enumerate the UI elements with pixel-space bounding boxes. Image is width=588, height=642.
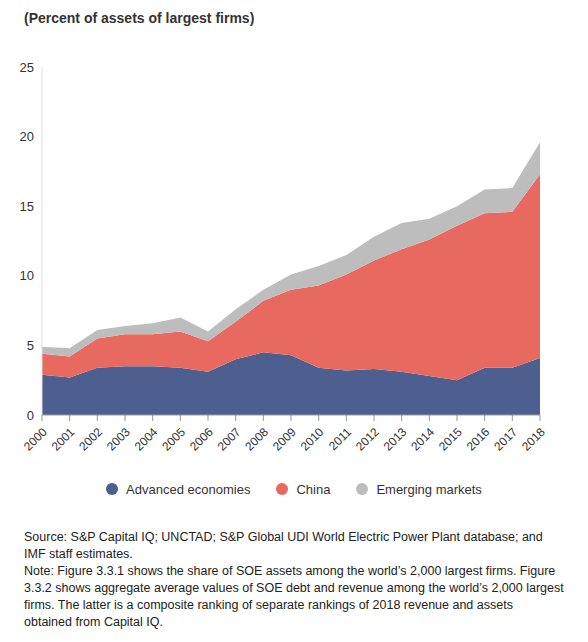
svg-text:2010: 2010 (298, 425, 327, 454)
html-text:(Percent of assets of largest: (Percent of assets of largest firms) (24, 10, 255, 26)
svg-text:2007: 2007 (215, 425, 244, 454)
html-text:Source: S&P Capital IQ; UNCTAD: Source: S&P Capital IQ; UNCTAD; S&P Glob… (24, 530, 543, 561)
svg-text:20: 20 (20, 129, 34, 144)
svg-text:5: 5 (27, 338, 34, 353)
svg-text:25: 25 (20, 60, 34, 75)
svg-text:0: 0 (27, 408, 34, 423)
svg-text:2008: 2008 (242, 425, 271, 454)
svg-text:2005: 2005 (159, 425, 188, 454)
svg-text:2001: 2001 (49, 425, 78, 454)
svg-text:15: 15 (20, 199, 34, 214)
html-text:Advanced economies: Advanced economies (126, 481, 251, 497)
svg-text:2017: 2017 (491, 425, 520, 454)
svg-text:2011: 2011 (326, 425, 354, 453)
html-text:Note: Figure 3.3.1 shows the s: Note: Figure 3.3.1 shows the share of SO… (24, 564, 564, 629)
svg-text:2015: 2015 (436, 425, 465, 454)
svg-text:2013: 2013 (381, 425, 410, 454)
svg-text:2000: 2000 (21, 425, 50, 454)
svg-text:2002: 2002 (76, 425, 105, 454)
svg-text:2018: 2018 (519, 425, 548, 454)
svg-text:2006: 2006 (187, 425, 216, 454)
svg-text:10: 10 (20, 268, 34, 283)
html-text:Emerging markets: Emerging markets (376, 481, 482, 497)
svg-text:2004: 2004 (132, 425, 161, 454)
svg-text:2009: 2009 (270, 425, 299, 454)
svg-text:2012: 2012 (353, 425, 382, 454)
svg-text:2014: 2014 (408, 425, 437, 454)
html-text:China: China (296, 481, 331, 497)
svg-text:2003: 2003 (104, 425, 133, 454)
svg-text:2016: 2016 (464, 425, 493, 454)
